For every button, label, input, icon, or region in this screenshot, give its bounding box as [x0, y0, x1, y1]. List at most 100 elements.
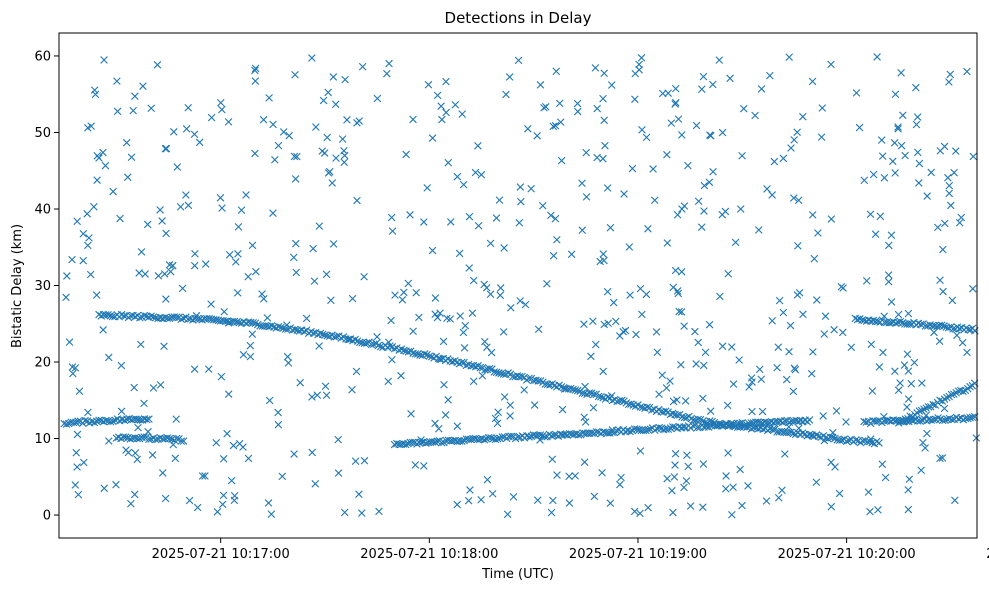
data-point — [542, 102, 550, 111]
data-point — [578, 179, 586, 188]
data-point — [706, 407, 715, 416]
data-point — [738, 151, 746, 160]
data-point — [274, 141, 283, 150]
data-point — [312, 123, 320, 131]
data-point — [673, 211, 682, 219]
data-point — [672, 98, 680, 107]
data-point — [879, 348, 887, 357]
data-point — [677, 360, 685, 369]
data-point — [453, 422, 462, 430]
data-point — [599, 94, 607, 103]
track-point — [484, 433, 493, 442]
track-point — [648, 406, 656, 414]
data-point — [774, 343, 783, 351]
data-point — [606, 223, 615, 232]
data-point — [348, 294, 357, 303]
track-point — [694, 415, 703, 424]
data-point — [894, 123, 902, 131]
data-point — [540, 103, 548, 112]
data-point — [375, 507, 383, 516]
data-point — [251, 66, 259, 75]
track-point — [673, 411, 682, 419]
data-point — [491, 414, 500, 423]
track-point — [376, 342, 385, 351]
data-point — [451, 100, 460, 109]
data-point — [813, 296, 821, 304]
track-point — [569, 385, 577, 394]
data-point — [338, 135, 347, 143]
data-point — [655, 390, 663, 399]
data-point — [842, 418, 850, 426]
data-point — [548, 455, 557, 464]
data-point — [945, 189, 954, 198]
track-point — [657, 424, 666, 433]
data-point — [100, 484, 109, 493]
track-point — [69, 418, 78, 427]
data-point — [768, 317, 776, 325]
data-point — [762, 497, 771, 505]
data-point — [431, 294, 440, 302]
data-point — [217, 372, 226, 381]
data-point — [434, 424, 443, 433]
data-point — [292, 239, 300, 248]
data-point — [136, 340, 145, 349]
data-point — [553, 235, 561, 244]
data-point — [232, 258, 240, 266]
data-point — [866, 507, 874, 516]
chart-title: Detections in Delay — [445, 9, 592, 27]
data-point — [469, 276, 478, 285]
data-point — [894, 310, 903, 319]
track-point — [490, 368, 499, 376]
data-point — [891, 90, 900, 99]
data-point — [500, 393, 509, 401]
data-point — [334, 435, 342, 444]
data-point — [230, 496, 239, 505]
track-point — [102, 311, 110, 319]
data-point — [680, 483, 688, 492]
data-point — [471, 168, 480, 177]
track-point — [824, 435, 832, 443]
track-point — [492, 368, 501, 377]
data-point — [147, 104, 156, 113]
track-point — [872, 437, 881, 446]
track-point — [763, 418, 771, 427]
data-point — [814, 229, 822, 237]
data-point — [773, 363, 781, 372]
data-point — [860, 176, 869, 185]
track-point — [205, 314, 213, 323]
data-point — [62, 293, 70, 302]
track-point — [267, 321, 276, 330]
data-point — [869, 170, 878, 179]
track-point — [300, 327, 308, 336]
track-point — [330, 333, 339, 341]
data-point — [143, 220, 152, 229]
track-point — [852, 436, 860, 444]
data-point — [218, 204, 226, 212]
data-point — [918, 379, 926, 387]
data-point — [92, 291, 101, 299]
track-point — [573, 386, 582, 395]
data-point — [469, 377, 478, 386]
data-point — [557, 156, 566, 165]
x-tick-label: 2025-07-21 10:20:00 — [778, 547, 916, 562]
track-point — [163, 434, 172, 442]
x-tick-label: 2025-07-21 10:17:00 — [152, 547, 290, 562]
data-point — [582, 148, 591, 157]
data-point — [173, 163, 182, 171]
data-point — [207, 300, 215, 308]
track-point — [968, 413, 977, 422]
track-point — [480, 435, 489, 444]
track-point — [400, 346, 408, 355]
data-point — [649, 165, 657, 173]
track-point — [921, 322, 930, 330]
track-point — [661, 407, 670, 415]
track-point — [131, 312, 140, 321]
track-point — [874, 317, 882, 326]
data-point — [913, 113, 922, 121]
data-point — [533, 131, 541, 140]
data-point — [887, 298, 896, 306]
data-point — [158, 217, 166, 225]
data-point — [603, 287, 612, 296]
data-point — [607, 81, 616, 89]
data-point — [86, 270, 95, 279]
